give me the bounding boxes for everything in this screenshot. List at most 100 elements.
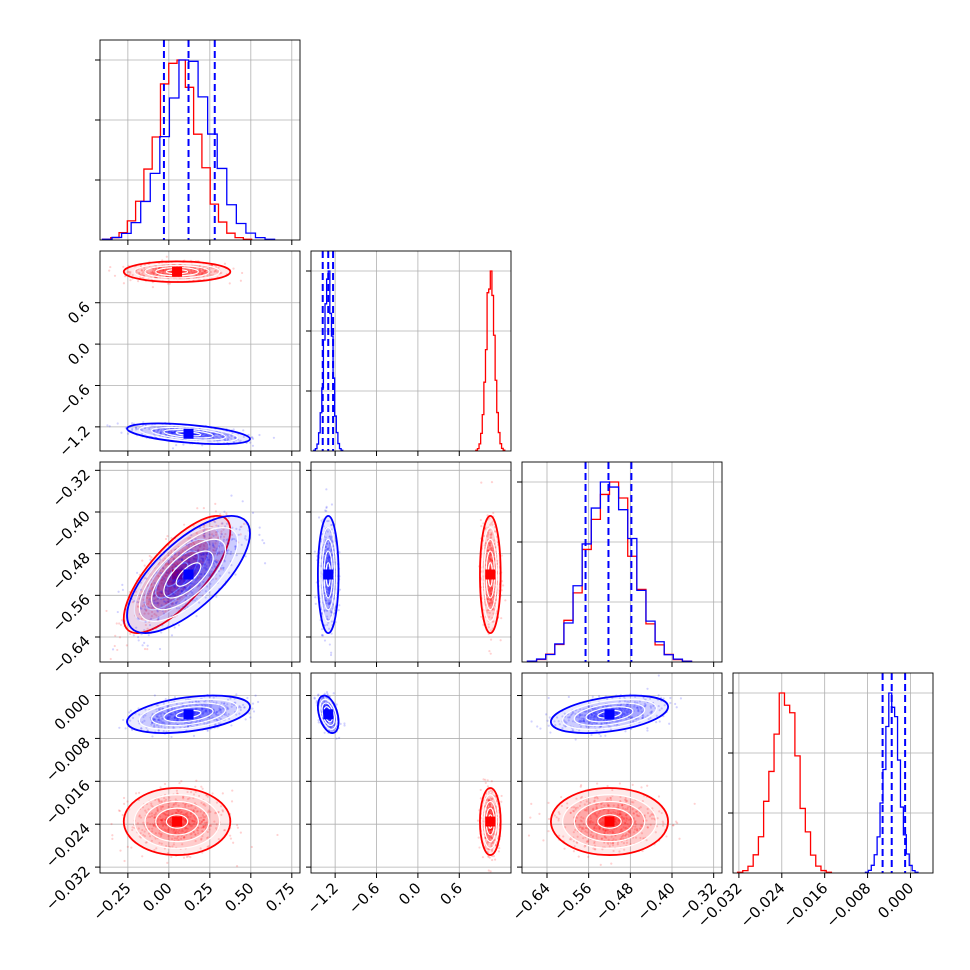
scatter-point [489, 590, 492, 593]
scatter-point [172, 585, 176, 588]
scatter-point [256, 700, 260, 704]
scatter-point [172, 580, 175, 584]
scatter-point [215, 435, 218, 439]
scatter-point [489, 602, 492, 605]
scatter-point [215, 561, 218, 564]
scatter-point [490, 601, 494, 605]
scatter-point [181, 796, 185, 799]
scatter-point [173, 586, 177, 589]
scatter-point [194, 554, 197, 557]
scatter-point [201, 835, 204, 838]
scatter-point [169, 570, 173, 573]
scatter-point [209, 710, 212, 713]
scatter-point [180, 589, 183, 592]
scatter-point [147, 816, 150, 819]
scatter-point [151, 735, 154, 738]
scatter-point [165, 586, 168, 589]
scatter-point [203, 722, 206, 725]
scatter-point [119, 849, 122, 852]
scatter-point [180, 590, 183, 593]
scatter-point [325, 615, 329, 618]
scatter-point [180, 595, 183, 598]
scatter-point [203, 566, 206, 569]
scatter-point [487, 799, 490, 802]
scatter-point [491, 620, 494, 623]
scatter-point [178, 568, 182, 572]
scatter-point [240, 543, 243, 546]
scatter-point [217, 837, 220, 841]
scatter-point [489, 599, 492, 602]
scatter-point [153, 816, 156, 819]
scatter-point [226, 542, 229, 545]
scatter-point [487, 848, 490, 851]
y-tick-label: −0.64 [49, 632, 94, 677]
scatter-point [213, 546, 216, 549]
scatter-point [177, 431, 181, 435]
scatter-point [200, 820, 203, 824]
scatter-point [202, 534, 206, 537]
scatter-point [196, 829, 199, 832]
scatter-point [204, 824, 207, 827]
scatter-point [196, 826, 200, 829]
scatter-point [489, 832, 492, 835]
scatter-point [147, 808, 150, 811]
scatter-point [182, 795, 185, 798]
scatter-point [156, 819, 159, 823]
scatter-point [167, 559, 170, 562]
scatter-point [178, 808, 182, 811]
scatter-point [193, 557, 196, 561]
scatter-point [151, 823, 154, 826]
scatter-point [339, 722, 342, 725]
scatter-point [317, 516, 321, 519]
scatter-point [329, 653, 333, 657]
scatter-point [182, 443, 185, 446]
scatter-point [171, 432, 174, 435]
scatter-point [215, 711, 218, 714]
scatter-point [144, 708, 147, 711]
scatter-point [492, 607, 495, 610]
scatter-point [117, 590, 120, 593]
scatter-point [221, 550, 224, 553]
scatter-point [194, 557, 197, 560]
scatter-point [160, 833, 163, 836]
scatter-point [169, 816, 172, 819]
scatter-point [180, 557, 183, 561]
scatter-point [328, 556, 331, 559]
scatter-point [199, 543, 203, 546]
scatter-point [174, 430, 177, 433]
scatter-point [156, 809, 159, 812]
scatter-point [160, 807, 163, 811]
scatter-point [159, 712, 162, 715]
scatter-point [217, 709, 221, 712]
scatter-point [190, 567, 193, 570]
scatter-point [126, 845, 129, 848]
scatter-point [162, 600, 166, 603]
scatter-point [173, 696, 177, 699]
scatter-point [146, 821, 149, 824]
scatter-point [153, 816, 156, 819]
scatter-point [116, 648, 119, 652]
scatter-point [179, 812, 182, 815]
scatter-point [238, 528, 241, 531]
scatter-point [331, 555, 334, 558]
scatter-point [181, 818, 185, 821]
scatter-point [184, 588, 187, 591]
scatter-point [159, 431, 162, 434]
scatter-point [213, 718, 216, 722]
scatter-point [109, 657, 112, 661]
scatter-point [325, 609, 329, 613]
scatter-point [201, 444, 204, 447]
scatter-point [225, 549, 228, 552]
scatter-point [170, 587, 173, 590]
scatter-point [178, 567, 181, 570]
scatter-point [234, 436, 237, 439]
scatter-point [157, 798, 160, 801]
scatter-point [219, 435, 222, 438]
scatter-point [179, 709, 182, 713]
scatter-point [493, 794, 497, 798]
scatter-point [159, 432, 163, 435]
scatter-point [487, 585, 490, 588]
scatter-point [149, 617, 153, 621]
scatter-point [126, 270, 129, 274]
scatter-point [490, 547, 493, 550]
